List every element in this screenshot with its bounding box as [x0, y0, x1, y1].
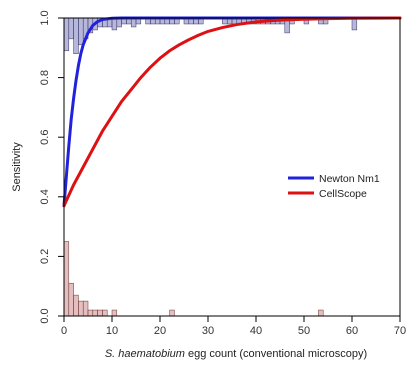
hist-bottom-bar — [78, 300, 84, 317]
x-tick-label: 40 — [250, 325, 262, 337]
x-tick-label: 0 — [61, 325, 67, 337]
x-tick-label: 20 — [154, 325, 166, 337]
histogram-bottom — [63, 241, 324, 317]
plot-frame — [63, 17, 401, 317]
hist-top-bar — [111, 17, 118, 31]
x-axis: 0 10 20 30 40 50 60 70 — [61, 316, 406, 337]
x-tick-label: 60 — [346, 325, 358, 337]
y-tick-label: 0.2 — [39, 249, 51, 264]
curve-cellscope — [62, 16, 402, 208]
y-tick-label: 0.6 — [39, 130, 51, 145]
hist-top-bar — [63, 17, 70, 52]
legend: Newton Nm1 CellScope — [288, 173, 380, 200]
x-tick-label: 30 — [202, 325, 214, 337]
y-tick-label: 1.0 — [39, 10, 51, 25]
hist-top-bar — [73, 17, 79, 55]
y-tick-label: 0.4 — [39, 189, 51, 204]
legend-label: CellScope — [319, 188, 367, 200]
hist-bottom-bar — [63, 241, 70, 317]
x-tick-label: 70 — [394, 325, 406, 337]
hist-top-bar — [68, 17, 74, 40]
x-tick-label: 10 — [106, 325, 118, 337]
hist-bottom-bar — [87, 309, 94, 317]
x-axis-label-rest: egg count (conventional microscopy) — [185, 348, 367, 360]
hist-bottom-bar — [92, 309, 98, 317]
x-axis-label: S. haematobium egg count (conventional m… — [105, 348, 367, 360]
hist-top-bar — [78, 17, 84, 46]
hist-bottom-bar — [102, 309, 108, 317]
hist-bottom-bar — [97, 309, 103, 317]
y-axis-label: Sensitivity — [11, 142, 23, 192]
x-tick-label: 50 — [298, 325, 310, 337]
hist-bottom-bar — [111, 309, 118, 317]
y-axis: 0.0 0.2 0.4 0.6 0.8 1.0 — [39, 10, 64, 324]
y-tick-label: 0.8 — [39, 70, 51, 85]
hist-bottom-bar — [73, 294, 79, 317]
hist-bottom-bar — [82, 300, 89, 317]
y-tick-label: 0.0 — [39, 308, 51, 323]
hist-bottom-bar — [318, 309, 324, 317]
x-axis-label-italic: S. haematobium — [105, 348, 185, 360]
legend-label: Newton Nm1 — [319, 173, 380, 185]
hist-bottom-bar — [169, 309, 175, 317]
hist-bottom-bar — [68, 282, 74, 317]
